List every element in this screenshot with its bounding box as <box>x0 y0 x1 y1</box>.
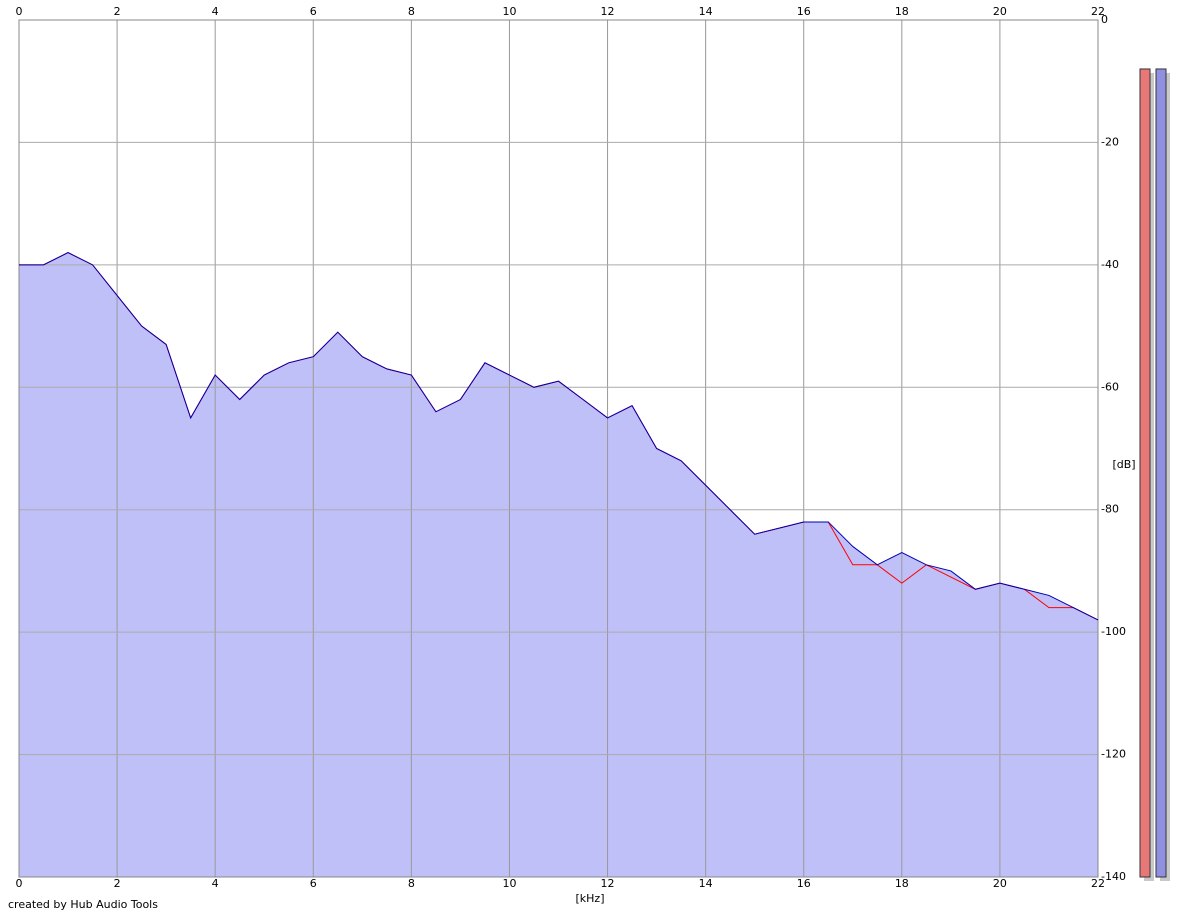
x-tick-label: 2 <box>114 5 121 18</box>
x-tick-label: 6 <box>310 877 317 890</box>
plot-frame <box>18 19 1099 878</box>
x-tick-label: 22 <box>1091 877 1105 890</box>
x-tick-label: 12 <box>601 5 615 18</box>
x-tick-label: 10 <box>502 877 516 890</box>
x-tick-label: 8 <box>408 5 415 18</box>
level-meter <box>1155 68 1167 878</box>
x-axis-label: [kHz] <box>576 892 605 905</box>
x-tick-label: 16 <box>797 877 811 890</box>
x-tick-label: 12 <box>601 877 615 890</box>
x-tick-label: 6 <box>310 5 317 18</box>
y-tick-label: -120 <box>1101 748 1126 761</box>
x-tick-label: 4 <box>212 877 219 890</box>
y-tick-label: -140 <box>1101 870 1126 883</box>
x-tick-label: 16 <box>797 5 811 18</box>
x-tick-label: 0 <box>16 5 23 18</box>
x-tick-label: 18 <box>895 5 909 18</box>
x-tick-label: 0 <box>16 877 23 890</box>
level-meter <box>1139 68 1151 878</box>
y-tick-label: -60 <box>1101 380 1119 393</box>
x-tick-label: 20 <box>993 5 1007 18</box>
x-tick-label: 20 <box>993 877 1007 890</box>
x-tick-label: 14 <box>699 877 713 890</box>
spectrum-line <box>19 252 1099 621</box>
y-tick-label: -80 <box>1101 503 1119 516</box>
y-tick-label: -100 <box>1101 625 1126 638</box>
x-tick-label: 10 <box>502 5 516 18</box>
y-axis-label: [dB] <box>1112 458 1135 471</box>
x-tick-label: 22 <box>1091 5 1105 18</box>
y-tick-label: -20 <box>1101 135 1119 148</box>
x-tick-label: 18 <box>895 877 909 890</box>
x-tick-label: 2 <box>114 877 121 890</box>
x-tick-label: 8 <box>408 877 415 890</box>
x-tick-label: 4 <box>212 5 219 18</box>
footer: created by Hub Audio Tools <box>8 898 158 911</box>
y-tick-label: 0 <box>1101 13 1108 26</box>
y-tick-label: -40 <box>1101 258 1119 271</box>
area <box>19 252 1098 878</box>
x-tick-label: 14 <box>699 5 713 18</box>
